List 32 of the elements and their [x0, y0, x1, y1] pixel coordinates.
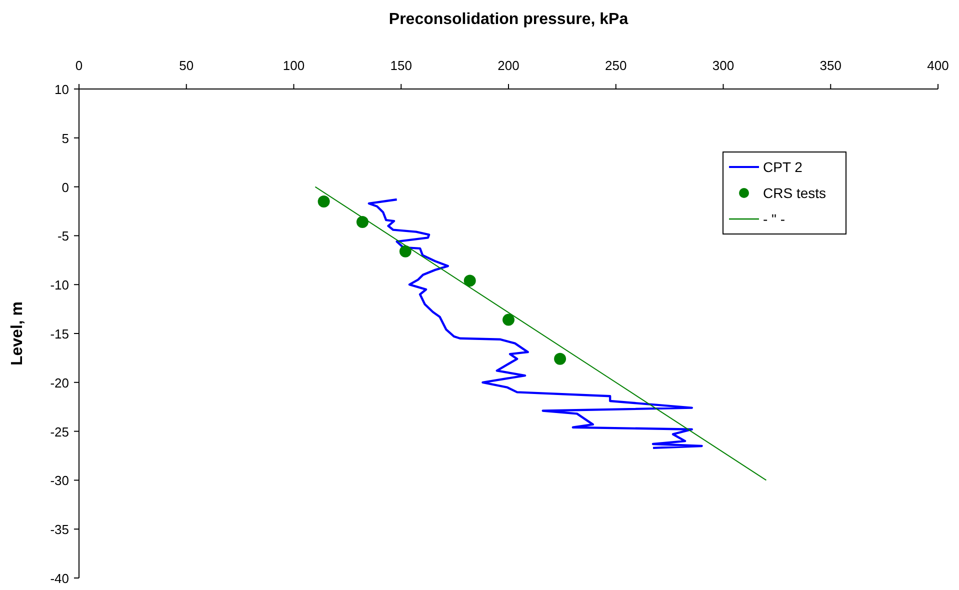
x-tick-label: 100	[282, 58, 305, 73]
x-tick-label: 50	[179, 58, 194, 73]
point	[399, 245, 412, 258]
x-tick-label: 300	[712, 58, 734, 73]
point	[502, 314, 514, 326]
x-tick-label: 250	[605, 58, 627, 73]
x-tick-label: 0	[75, 58, 83, 73]
x-axis-title: Preconsolidation pressure, kPa	[388, 11, 628, 28]
legend-label: CPT 2	[763, 159, 803, 175]
point	[464, 274, 476, 287]
y-tick-label: -5	[57, 228, 69, 244]
y-tick-label: -30	[50, 473, 69, 488]
x-tick-label: 350	[820, 58, 842, 73]
y-axis-title: Level, m	[9, 301, 26, 366]
legend-label: - " -	[763, 211, 786, 227]
y-tick-label: -40	[50, 571, 69, 586]
y-tick-label: -35	[50, 522, 69, 538]
point	[356, 216, 368, 228]
y-tick-label: -25	[50, 424, 69, 440]
y-tick-label: -10	[50, 278, 69, 293]
x-tick-label: 400	[927, 58, 949, 73]
y-tick-label: -20	[50, 375, 69, 390]
legend-label: CRS tests	[763, 185, 826, 201]
y-tick-label: -15	[50, 326, 69, 342]
point	[554, 352, 566, 365]
y-tick-label: 5	[62, 130, 69, 146]
x-tick-label: 150	[390, 58, 412, 73]
line-series	[368, 198, 703, 450]
y-tick-label: 0	[62, 180, 69, 195]
point	[318, 195, 330, 208]
x-tick-label: 200	[498, 58, 520, 73]
y-tick-label: 10	[54, 82, 69, 97]
